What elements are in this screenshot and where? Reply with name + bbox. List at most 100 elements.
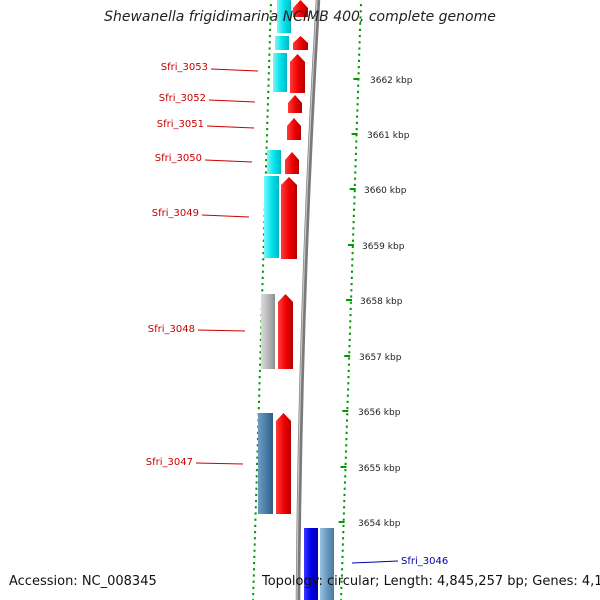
ruler-dot bbox=[255, 500, 257, 503]
ruler-dot bbox=[346, 394, 349, 397]
ruler-dot bbox=[355, 134, 358, 137]
ruler-major-tick bbox=[342, 410, 349, 412]
scale-label: 3658 kbp bbox=[360, 297, 403, 307]
ruler-dot bbox=[258, 382, 261, 385]
gene-leader-line bbox=[201, 214, 250, 218]
ruler-dot bbox=[261, 283, 264, 286]
ruler-major-tick bbox=[338, 521, 345, 523]
ruler-dot bbox=[340, 580, 343, 583]
ruler-dot bbox=[347, 363, 350, 366]
ruler-dot bbox=[357, 66, 360, 69]
ruler-dot bbox=[351, 258, 354, 261]
ruler-major-tick bbox=[353, 78, 360, 80]
ruler-dot bbox=[266, 121, 269, 124]
ruler-dot bbox=[252, 574, 255, 577]
scale-label: 3659 kbp bbox=[362, 242, 405, 252]
accession-text: Accession: NC_008345 bbox=[9, 574, 157, 589]
ruler-dot bbox=[261, 289, 264, 292]
ruler-dot bbox=[341, 543, 344, 546]
ruler-dot bbox=[346, 419, 348, 422]
ruler-dot bbox=[253, 549, 256, 552]
forward-cds-arrow bbox=[276, 413, 291, 514]
ruler-dot bbox=[255, 493, 258, 496]
ruler-dot bbox=[350, 283, 353, 286]
blue-cds bbox=[304, 528, 318, 600]
ruler-major-tick bbox=[349, 188, 356, 190]
cyan-feature bbox=[264, 176, 279, 258]
ruler-dot bbox=[269, 16, 272, 19]
ruler-dot bbox=[347, 369, 350, 372]
ruler-dot bbox=[340, 574, 343, 577]
ruler-dot bbox=[342, 531, 345, 534]
ruler-major-tick bbox=[344, 355, 351, 357]
ruler-dot bbox=[356, 103, 359, 106]
ruler-dot bbox=[264, 171, 267, 174]
ruler-dot bbox=[348, 338, 351, 341]
scale-label: 3654 kbp bbox=[358, 519, 401, 529]
ruler-dot bbox=[267, 72, 270, 75]
ruler-dot bbox=[267, 97, 270, 100]
ruler-dot bbox=[352, 221, 355, 224]
ruler-dot bbox=[262, 245, 265, 248]
ruler-dot bbox=[267, 84, 270, 87]
ruler-dot bbox=[344, 481, 346, 484]
gene-leader-line bbox=[195, 462, 244, 465]
ruler-dot bbox=[348, 332, 351, 335]
ruler-dot bbox=[348, 345, 351, 348]
ruler-dot bbox=[262, 264, 265, 267]
ruler-dot bbox=[350, 276, 353, 279]
ruler-dot bbox=[268, 66, 270, 69]
forward-cds-arrow bbox=[293, 36, 308, 50]
backbone-line bbox=[295, 0, 321, 600]
scale-label: 3656 kbp bbox=[358, 408, 401, 418]
ruler-dot bbox=[352, 233, 355, 236]
ruler-dot bbox=[342, 512, 345, 515]
ruler-dot bbox=[356, 97, 359, 100]
ruler-major-tick bbox=[347, 244, 354, 246]
ruler-dot bbox=[255, 469, 258, 472]
ruler-dot bbox=[268, 59, 271, 62]
light-steel-feature bbox=[320, 528, 334, 600]
ruler-dot bbox=[353, 202, 356, 205]
ruler-dot bbox=[259, 363, 262, 366]
ruler-dot bbox=[255, 487, 258, 490]
ruler-dot bbox=[269, 22, 272, 25]
ruler-dot bbox=[344, 462, 347, 465]
ruler-dot bbox=[340, 593, 343, 596]
forward-cds-arrow bbox=[293, 0, 308, 17]
ruler-dot bbox=[345, 425, 348, 428]
ruler-dot bbox=[266, 103, 269, 106]
ruler-dot bbox=[356, 115, 359, 118]
ruler-dot bbox=[359, 4, 362, 7]
forward-cds-arrow bbox=[287, 118, 301, 140]
gene-label: Sfri_3046 bbox=[401, 556, 448, 567]
ruler-dot bbox=[351, 245, 354, 248]
ruler-dot bbox=[258, 388, 261, 391]
ruler-dot bbox=[359, 10, 362, 13]
ruler-dot bbox=[256, 444, 259, 447]
ruler-dot bbox=[254, 512, 257, 515]
ruler-dot bbox=[259, 345, 262, 348]
ruler-dot bbox=[358, 35, 361, 38]
ruler-dot bbox=[254, 524, 257, 527]
ruler-dot bbox=[352, 214, 355, 217]
ruler-dot bbox=[262, 239, 265, 242]
ruler-dot bbox=[269, 28, 272, 31]
ruler-dot bbox=[352, 227, 355, 230]
ruler-dot bbox=[342, 518, 345, 521]
ruler-dot bbox=[354, 159, 357, 162]
ruler-dot bbox=[344, 475, 347, 478]
ruler-dot bbox=[267, 90, 270, 93]
gene-leader-line bbox=[351, 560, 399, 564]
ruler-dot bbox=[265, 152, 268, 155]
ruler-dot bbox=[342, 524, 345, 527]
ruler-dot bbox=[341, 549, 344, 552]
ruler-dot bbox=[355, 128, 358, 131]
ruler-dot bbox=[355, 146, 358, 149]
gene-leader-line bbox=[210, 68, 259, 72]
feature-track bbox=[258, 0, 334, 600]
gene-leader-line bbox=[204, 159, 253, 163]
ruler-dot bbox=[265, 140, 268, 143]
ruler-dot bbox=[355, 140, 358, 143]
